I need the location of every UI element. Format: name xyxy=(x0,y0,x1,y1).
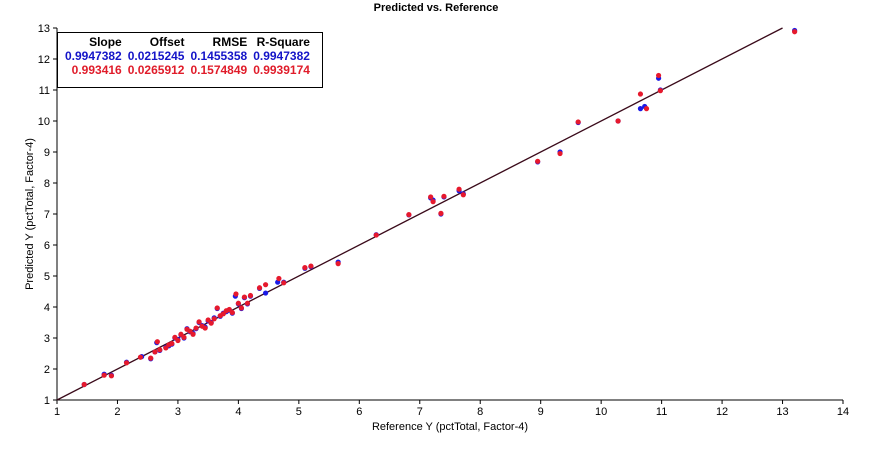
validation-point xyxy=(557,150,563,157)
stat-header-slope: Slope xyxy=(89,35,122,49)
validation-point xyxy=(460,192,466,198)
x-tick-label: 13 xyxy=(776,406,788,418)
x-tick-label: 6 xyxy=(356,406,362,418)
stat-cal-offset: 0.0215245 xyxy=(127,49,185,63)
x-tick-label: 9 xyxy=(538,406,544,418)
x-tick-label: 4 xyxy=(235,406,241,418)
stat-val-slope: 0.993416 xyxy=(71,63,122,77)
x-tick-label: 10 xyxy=(595,406,607,418)
validation-point xyxy=(214,305,220,311)
validation-point xyxy=(123,360,130,366)
validation-point xyxy=(792,29,798,35)
validation-point xyxy=(262,282,269,288)
validation-point xyxy=(154,339,160,345)
validation-point xyxy=(308,263,314,269)
y-tick-label: 8 xyxy=(44,178,50,190)
x-tick-label: 8 xyxy=(477,406,483,418)
validation-point xyxy=(456,186,462,192)
validation-point xyxy=(302,265,308,271)
validation-point xyxy=(190,331,196,337)
validation-point xyxy=(657,88,664,94)
validation-point xyxy=(438,210,444,216)
validation-point xyxy=(281,280,287,286)
x-tick-label: 1 xyxy=(54,406,60,418)
stat-val-offset: 0.0265912 xyxy=(127,63,185,77)
y-tick-label: 1 xyxy=(44,395,50,407)
y-tick-label: 7 xyxy=(44,209,50,221)
validation-point xyxy=(235,300,241,306)
validation-point xyxy=(211,316,217,322)
validation-point xyxy=(233,291,239,297)
validation-point xyxy=(373,232,379,238)
stat-val-rmse: 0.1574849 xyxy=(190,63,248,77)
validation-point xyxy=(181,334,187,340)
y-tick-label: 10 xyxy=(38,116,50,128)
y-tick-label: 13 xyxy=(38,23,50,35)
x-tick-label: 2 xyxy=(114,406,120,418)
validation-point xyxy=(441,193,447,199)
y-axis-label: Predicted Y (pctTotal, Factor-4) xyxy=(24,138,36,290)
validation-point xyxy=(428,194,434,200)
validation-point xyxy=(148,355,154,361)
y-tick-label: 11 xyxy=(39,85,50,97)
validation-point xyxy=(193,325,199,331)
stat-header-rsquare: R-Square xyxy=(256,35,310,49)
stat-cal-slope: 0.9947382 xyxy=(65,49,122,63)
validation-point xyxy=(101,372,107,378)
x-tick-label: 7 xyxy=(417,406,423,418)
x-axis-label: Reference Y (pctTotal, Factor-4) xyxy=(372,421,528,433)
validation-point xyxy=(430,199,436,205)
y-tick-label: 12 xyxy=(38,54,50,66)
y-tick-label: 5 xyxy=(44,271,50,283)
validation-point xyxy=(643,106,650,112)
calibration-point xyxy=(262,290,269,296)
validation-point xyxy=(335,261,341,267)
validation-point xyxy=(535,158,541,164)
validation-point xyxy=(196,319,202,325)
x-tick-label: 3 xyxy=(175,406,181,418)
validation-point xyxy=(241,294,248,300)
data-marks xyxy=(56,27,798,401)
validation-point xyxy=(655,72,662,79)
validation-point xyxy=(81,381,87,388)
chart-title: Predicted vs. Reference xyxy=(374,2,499,14)
validation-point xyxy=(637,91,644,97)
x-tick-label: 12 xyxy=(716,406,728,418)
validation-point xyxy=(238,305,245,311)
x-tick-label: 14 xyxy=(837,406,849,418)
validation-point xyxy=(247,292,254,299)
stat-cal-rsquare: 0.9947382 xyxy=(253,49,310,63)
validation-point xyxy=(152,349,158,355)
validation-point xyxy=(615,118,621,124)
statistics-legend: Slope Offset RMSE R-Square 0.9947382 0.0… xyxy=(57,32,323,88)
y-tick-label: 4 xyxy=(44,302,50,314)
validation-point xyxy=(108,373,115,379)
validation-point xyxy=(208,320,214,326)
calibration-point xyxy=(637,106,644,112)
validation-point xyxy=(175,337,181,344)
validation-point xyxy=(256,285,263,291)
x-tick-label: 5 xyxy=(296,406,302,418)
y-tick-label: 9 xyxy=(44,147,50,159)
validation-point xyxy=(406,212,412,218)
y-tick-label: 3 xyxy=(44,333,50,345)
validation-point xyxy=(157,347,163,353)
validation-point xyxy=(244,300,251,306)
y-tick-label: 2 xyxy=(44,364,50,376)
validation-point xyxy=(229,309,235,316)
stat-header-rmse: RMSE xyxy=(212,35,248,49)
validation-point xyxy=(137,354,144,360)
stat-header-offset: Offset xyxy=(149,35,185,49)
validation-point xyxy=(276,275,282,282)
stat-cal-rmse: 0.1455358 xyxy=(190,49,248,63)
validation-point xyxy=(169,340,175,347)
x-tick-label: 11 xyxy=(656,406,667,418)
y-tick-label: 6 xyxy=(44,240,50,252)
validation-point xyxy=(202,325,208,331)
stat-val-rsquare: 0.9939174 xyxy=(253,63,310,77)
validation-point xyxy=(575,119,581,125)
